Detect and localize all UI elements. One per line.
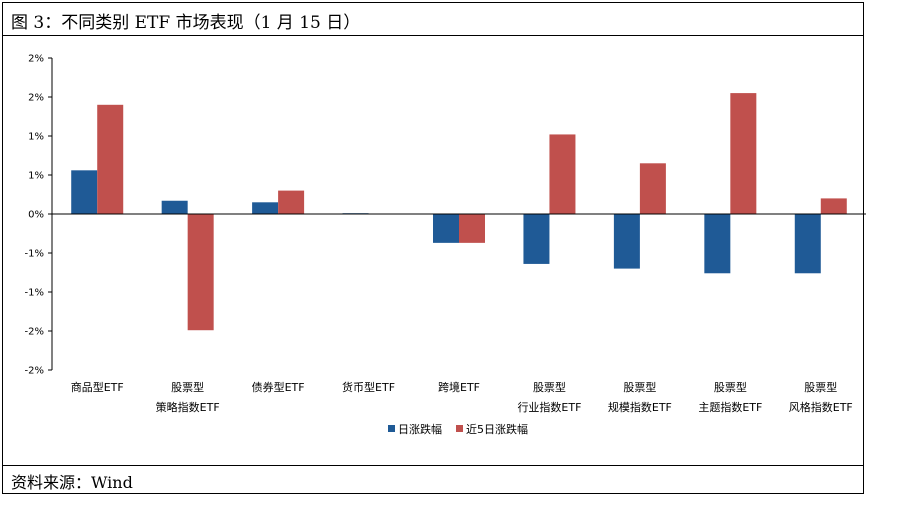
y-tick-label: 0% [28, 210, 44, 221]
bar-5day [97, 104, 124, 214]
y-tick-label: -2% [25, 327, 44, 338]
legend-label: 近5日涨跌幅 [466, 422, 528, 436]
legend: 日涨跌幅 近5日涨跌幅 [388, 422, 528, 436]
y-tick-label: -2% [25, 366, 44, 377]
category-label: 主题指数ETF [698, 400, 762, 414]
bar-daily [613, 214, 640, 269]
bar-5day [278, 190, 305, 214]
bar-daily [161, 200, 188, 214]
y-tick-label: 1% [28, 171, 44, 182]
figure-title-bar: 图 3：不同类别 ETF 市场表现（1 月 15 日） [3, 3, 863, 36]
bar-daily [704, 214, 731, 274]
category-label: 跨境ETF [438, 380, 480, 394]
category-label: 股票型 [804, 380, 837, 394]
legend-label: 日涨跌幅 [398, 422, 442, 436]
category-label: 股票型 [714, 380, 747, 394]
y-tick-label: -1% [25, 249, 44, 260]
bar-5day [820, 198, 847, 214]
bar-daily [523, 214, 550, 264]
bar-daily [433, 214, 459, 243]
bar-daily [71, 170, 98, 214]
bar-daily [794, 214, 821, 274]
bars [71, 93, 847, 331]
category-label: 股票型 [171, 380, 204, 394]
bar-daily [252, 202, 279, 214]
figure-source: 资料来源：Wind [11, 473, 133, 492]
category-label: 货币型ETF [342, 380, 395, 394]
bar-5day [187, 214, 214, 331]
category-label: 规模指数ETF [608, 400, 672, 414]
bar-5day [459, 214, 485, 243]
y-tick-label: 1% [28, 132, 44, 143]
figure-source-bar: 资料来源：Wind [3, 465, 863, 493]
y-axis: 2% 2% 1% 1% 0% -1% -1% -2% -2% [25, 54, 53, 377]
legend-swatch [456, 425, 463, 432]
category-label: 债券型ETF [252, 380, 305, 394]
category-label: 商品型ETF [71, 380, 124, 394]
category-label: 行业指数ETF [517, 400, 581, 414]
y-tick-label: 2% [28, 54, 44, 65]
figure-title: 图 3：不同类别 ETF 市场表现（1 月 15 日） [11, 13, 361, 33]
y-tick-label: -1% [25, 288, 44, 299]
category-label: 风格指数ETF [789, 400, 853, 414]
y-tick-label: 2% [28, 93, 44, 104]
bar-5day [549, 134, 576, 214]
bar-5day [639, 163, 666, 214]
category-label: 策略指数ETF [156, 400, 220, 414]
figure-frame: 图 3：不同类别 ETF 市场表现（1 月 15 日） 资料来源：Wind [2, 2, 864, 494]
category-label: 股票型 [623, 380, 656, 394]
category-label: 股票型 [533, 380, 566, 394]
bar-5day [730, 93, 757, 214]
legend-swatch [388, 425, 395, 432]
